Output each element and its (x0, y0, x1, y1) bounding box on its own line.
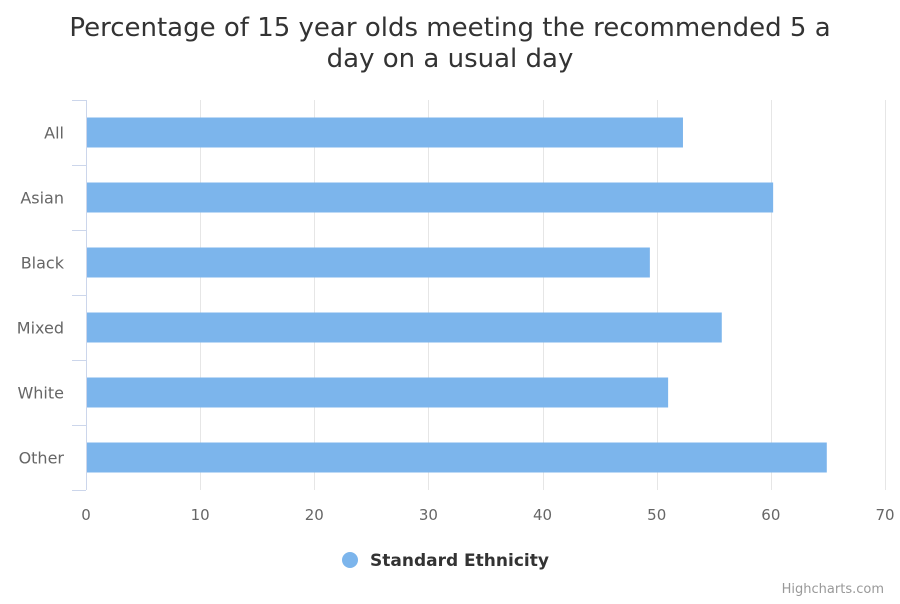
x-tick-label: 20 (305, 506, 324, 524)
x-tick-label: 60 (761, 506, 780, 524)
legend-label[interactable]: Standard Ethnicity (370, 551, 549, 571)
category-label: All (44, 124, 64, 143)
category-label: Asian (20, 189, 64, 208)
bar-asian[interactable] (87, 182, 774, 213)
legend-symbol[interactable] (342, 552, 358, 568)
category-label: White (17, 384, 64, 403)
value-axis-tick-labels: 0 10 20 30 40 50 60 70 (81, 506, 894, 524)
bar-mixed[interactable] (87, 312, 722, 343)
bar-all[interactable] (87, 117, 683, 148)
bar-series (87, 117, 827, 473)
category-label: Black (21, 254, 65, 273)
category-label: Mixed (17, 319, 64, 338)
bar-white[interactable] (87, 377, 669, 408)
x-tick-label: 0 (81, 506, 91, 524)
credits-link[interactable]: Highcharts.com (782, 582, 884, 597)
chart-title-line-2: day on a usual day (327, 44, 574, 74)
legend[interactable]: Standard Ethnicity (342, 551, 549, 571)
grid-lines (200, 100, 886, 490)
x-tick-label: 40 (533, 506, 552, 524)
bar-black[interactable] (87, 247, 650, 278)
category-axis: All Asian Black Mixed White Other (17, 100, 87, 491)
x-tick-label: 10 (191, 506, 210, 524)
x-tick-label: 30 (419, 506, 438, 524)
x-tick-label: 70 (875, 506, 894, 524)
category-label: Other (19, 449, 65, 468)
x-tick-label: 50 (647, 506, 666, 524)
bar-other[interactable] (87, 442, 827, 473)
chart-title-line-1: Percentage of 15 year olds meeting the r… (69, 13, 830, 43)
